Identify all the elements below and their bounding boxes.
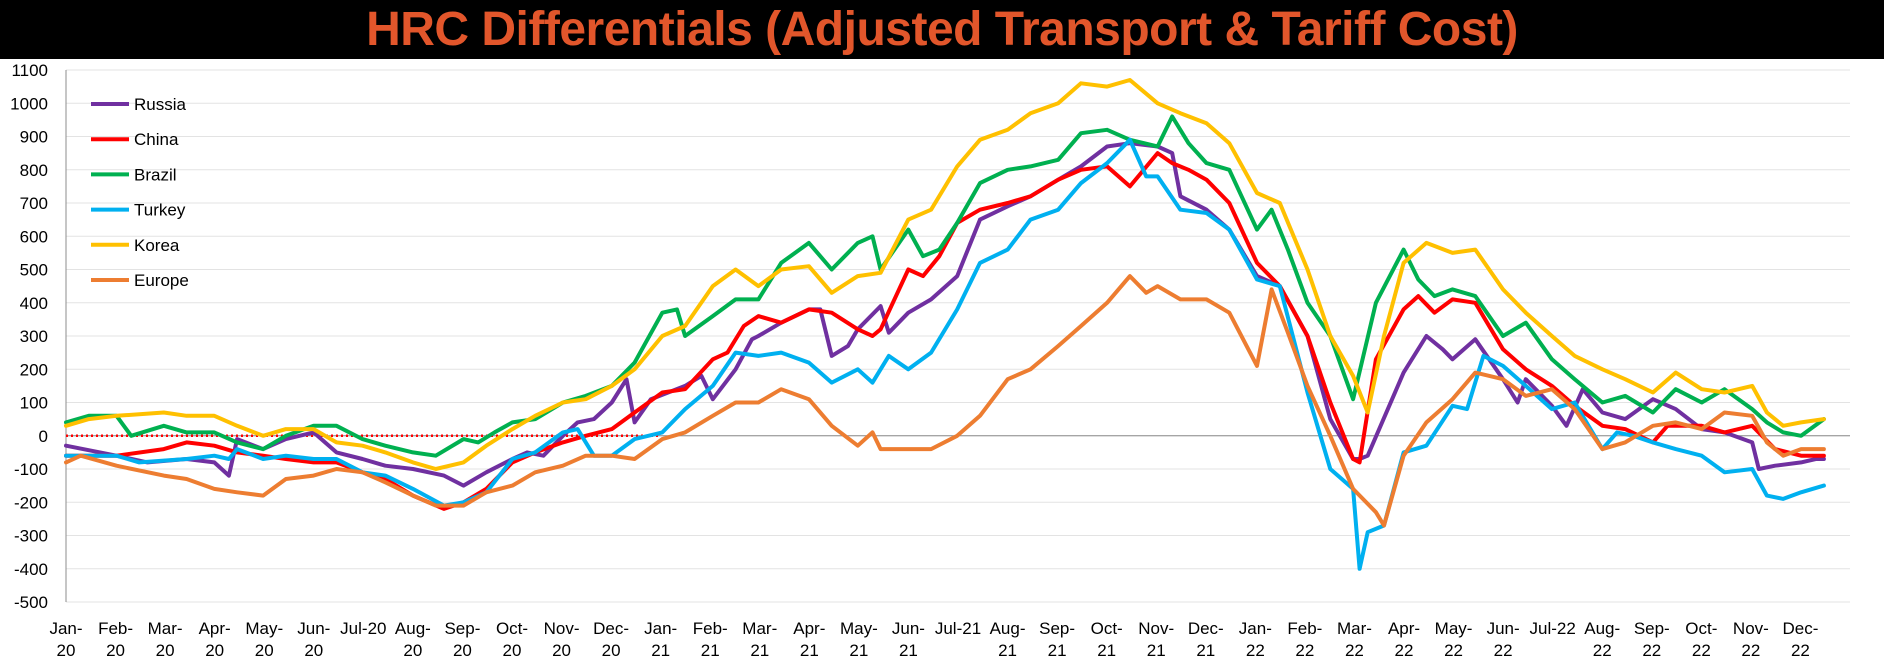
y-tick-label: 800 [20,161,48,180]
x-tick-label: Jun-20 [297,619,330,660]
x-tick-label: Jul-20 [340,619,386,638]
y-tick-label: -300 [14,527,48,546]
x-tick-label: Nov-20 [544,619,580,660]
x-tick-label: May-21 [840,619,878,660]
x-tick-label: Oct-21 [1091,619,1123,660]
y-tick-label: 1000 [10,94,48,113]
y-tick-label: -100 [14,460,48,479]
y-tick-label: 900 [20,128,48,147]
x-tick-label: Apr-20 [199,619,231,660]
x-tick-label: Jan-22 [1239,619,1272,660]
y-tick-label: 0 [39,427,48,446]
x-tick-label: May-20 [245,619,283,660]
legend-label-russia: Russia [134,95,187,114]
x-tick-label: Apr-22 [1388,619,1420,660]
legend-label-europe: Europe [134,271,189,290]
x-tick-label: Aug-20 [395,619,431,660]
x-tick-label: Sep-22 [1634,619,1670,660]
x-tick-label: Mar-20 [148,619,183,660]
series-line-brazil [64,114,1826,458]
x-tick-label: May-22 [1435,619,1473,660]
x-tick-label: Oct-20 [496,619,528,660]
x-tick-label: Feb-21 [693,619,728,660]
legend-label-china: China [134,130,179,149]
x-tick-label: Feb-20 [98,619,133,660]
x-tick-label: Aug-21 [990,619,1026,660]
chart-title: HRC Differentials (Adjusted Transport & … [366,3,1518,56]
x-tick-label: Sep-21 [1039,619,1075,660]
x-tick-label: Sep-20 [444,619,480,660]
legend-label-brazil: Brazil [134,165,177,184]
legend: Russia China Brazil Turkey Korea Europe [91,95,189,290]
x-tick-label: Dec-21 [1188,619,1224,660]
x-tick-label: Dec-20 [593,619,629,660]
y-tick-label: -500 [14,593,48,612]
x-tick-label: Nov-22 [1733,619,1769,660]
series-line-europe [64,274,1826,528]
y-tick-label: 700 [20,194,48,213]
series-line-turkey [64,137,1826,571]
axes: 110010009008007006005004003002001000-100… [10,61,1850,660]
y-tick-label: 400 [20,294,48,313]
series-lines [64,78,1826,571]
y-tick-label: 600 [20,227,48,246]
x-tick-label: Mar-22 [1337,619,1372,660]
x-tick-label: Jan-20 [49,619,82,660]
y-tick-label: 200 [20,360,48,379]
x-tick-label: Jan-21 [644,619,677,660]
x-tick-label: Dec-22 [1782,619,1818,660]
y-tick-label: 300 [20,327,48,346]
x-tick-label: Jun-21 [892,619,925,660]
x-tick-label: Jul-22 [1530,619,1576,638]
x-tick-label: Oct-22 [1685,619,1717,660]
y-tick-label: 100 [20,394,48,413]
series-line-korea [64,78,1826,471]
x-tick-label: Jul-21 [935,619,981,638]
legend-label-korea: Korea [134,236,180,255]
x-tick-label: Apr-21 [793,619,825,660]
legend-label-turkey: Turkey [134,201,186,220]
x-tick-label: Aug-22 [1584,619,1620,660]
y-tick-label: 1100 [11,61,48,80]
series-line-russia [64,141,1826,488]
y-tick-label: -200 [14,493,48,512]
y-tick-label: -400 [14,560,48,579]
gridlines [66,69,1850,603]
y-tick-label: 500 [20,261,48,280]
x-tick-label: Jun-22 [1487,619,1520,660]
title-bar: HRC Differentials (Adjusted Transport & … [0,0,1884,59]
x-tick-label: Feb-22 [1287,619,1322,660]
x-tick-label: Nov-21 [1138,619,1174,660]
x-tick-label: Mar-21 [742,619,777,660]
